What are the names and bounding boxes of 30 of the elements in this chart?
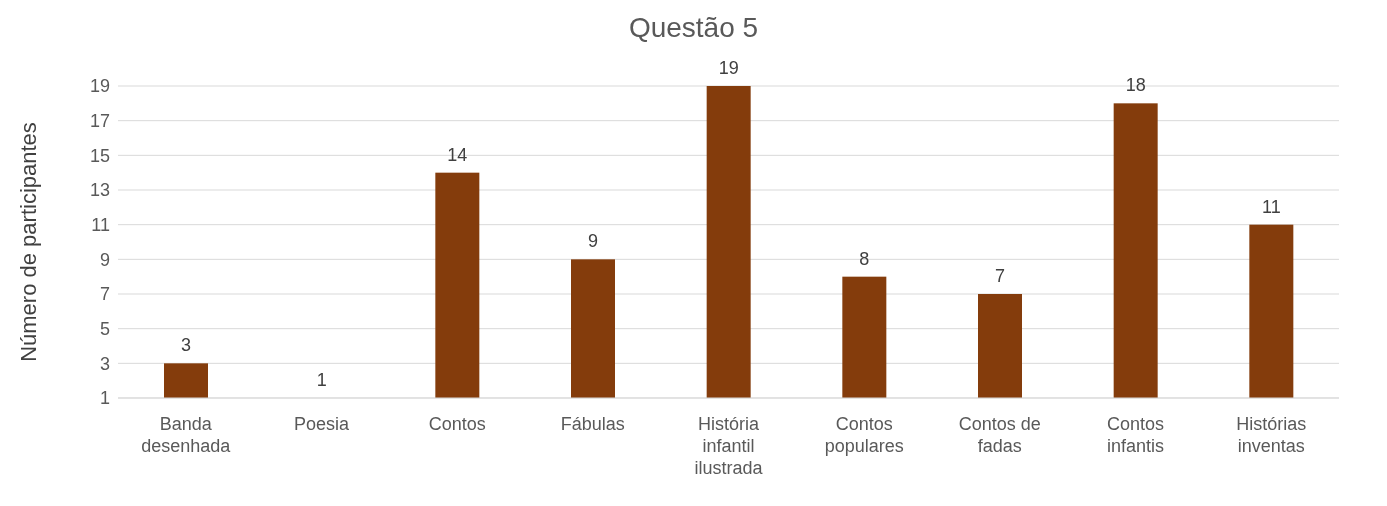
data-label: 14 (447, 144, 468, 165)
x-tick-label: Contos infantis (1106, 414, 1165, 456)
x-tick-label: Banda desenhada (141, 414, 232, 456)
data-label: 19 (718, 58, 739, 78)
x-tick-label: Contos (428, 414, 486, 434)
chart-title: Questão 5 (627, 12, 760, 44)
data-label: 9 (587, 231, 599, 252)
x-tick-label: Contos populares (824, 414, 904, 456)
x-tick-label: Fábulas (560, 414, 625, 434)
y-tick-label: 9 (99, 249, 110, 270)
x-tick-label: Contos de fadas (958, 414, 1041, 456)
y-tick-label: 15 (89, 145, 110, 166)
data-label: 11 (1261, 196, 1281, 217)
y-tick-label: 5 (99, 319, 110, 340)
y-tick-label: 3 (99, 353, 110, 374)
y-tick-label: 11 (91, 215, 110, 236)
x-tick-label: Poesia (293, 414, 350, 434)
data-label: 8 (859, 248, 870, 269)
x-tick-label: História infantil ilustrada (694, 414, 764, 478)
y-tick-label: 19 (89, 76, 110, 97)
data-label: 7 (994, 266, 1006, 286)
data-label: 3 (180, 335, 192, 356)
y-axis-title: Número de participantes (15, 122, 41, 362)
y-tick-label: 13 (89, 180, 110, 201)
data-label: 18 (1125, 75, 1146, 96)
data-label: 1 (316, 370, 327, 390)
y-tick-label: 7 (99, 284, 110, 305)
y-tick-label: 17 (89, 111, 110, 132)
x-tick-label: Histórias inventas (1236, 414, 1307, 456)
y-tick-label: 1 (99, 388, 110, 409)
